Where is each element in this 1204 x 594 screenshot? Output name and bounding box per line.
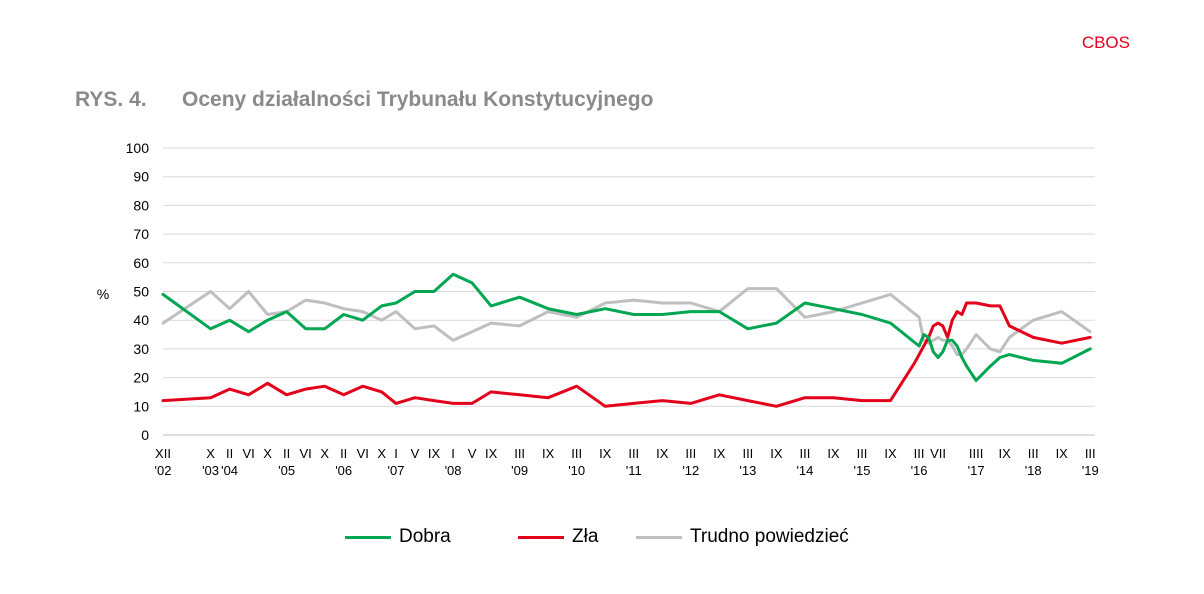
figure-number: RYS. 4. bbox=[75, 88, 147, 111]
legend-item-dobra: Dobra bbox=[345, 526, 451, 548]
x-tick-label: IX bbox=[884, 446, 897, 461]
y-tick-label: 50 bbox=[133, 284, 149, 300]
legend-swatch-dobra bbox=[345, 535, 391, 539]
x-tick-year-label: '12 bbox=[682, 463, 699, 478]
x-tick-year-label: '11 bbox=[626, 463, 642, 478]
figure-title: Oceny działalności Trybunału Konstytucyj… bbox=[182, 88, 654, 111]
x-tick-label: IX bbox=[770, 446, 783, 461]
y-tick-label: 100 bbox=[126, 140, 150, 156]
y-tick-label: 80 bbox=[133, 197, 149, 213]
x-tick-label: VI bbox=[300, 446, 312, 461]
series-lines bbox=[161, 272, 1092, 408]
x-tick-year-label: '04 bbox=[221, 463, 238, 478]
legend-label-trudno: Trudno powiedzieć bbox=[690, 526, 849, 547]
x-tick-label: III bbox=[628, 446, 639, 461]
x-tick-year-label: '07 bbox=[388, 463, 405, 478]
grid-lines bbox=[163, 147, 1095, 436]
x-tick-year-label: '05 bbox=[278, 463, 295, 478]
y-tick-label: 60 bbox=[133, 255, 149, 271]
x-tick-label: II bbox=[226, 446, 233, 461]
x-tick-label: II bbox=[340, 446, 347, 461]
x-tick-label: IX bbox=[827, 446, 840, 461]
legend-label-zla: Zła bbox=[572, 526, 599, 547]
x-tick-label: IIII bbox=[969, 446, 983, 461]
x-tick-label: III bbox=[571, 446, 582, 461]
y-axis-label: % bbox=[97, 286, 109, 302]
y-tick-label: 70 bbox=[133, 226, 149, 242]
x-tick-year-label: '09 bbox=[511, 463, 528, 478]
y-tick-label: 20 bbox=[133, 370, 149, 386]
x-tick-label: IX bbox=[1056, 446, 1069, 461]
x-tick-label: IX bbox=[599, 446, 612, 461]
x-tick-year-label: '16 bbox=[911, 463, 928, 478]
x-tick-label: III bbox=[685, 446, 696, 461]
chart-title: RYS. 4. Oceny działalności Trybunału Kons… bbox=[75, 88, 653, 112]
x-tick-year-label: '13 bbox=[739, 463, 756, 478]
y-tick-label: 40 bbox=[133, 312, 149, 328]
legend: Dobra Zła Trudno powiedzieć bbox=[0, 526, 1204, 552]
x-tick-label: IX bbox=[428, 446, 441, 461]
x-tick-year-label: '15 bbox=[854, 463, 871, 478]
x-tick-year-label: '19 bbox=[1082, 463, 1099, 478]
x-tick-label: X bbox=[263, 446, 272, 461]
x-tick-label: VI bbox=[357, 446, 369, 461]
x-tick-label: VI bbox=[242, 446, 254, 461]
series-line-dobra bbox=[161, 272, 1092, 382]
x-tick-label: V bbox=[411, 446, 420, 461]
x-tick-year-label: '18 bbox=[1025, 463, 1042, 478]
legend-item-zla: Zła bbox=[518, 526, 598, 548]
y-tick-label: 0 bbox=[141, 427, 149, 443]
series-line-z-a bbox=[161, 301, 1092, 408]
y-tick-label: 10 bbox=[133, 398, 149, 414]
x-tick-label: II bbox=[283, 446, 290, 461]
legend-swatch-trudno bbox=[636, 535, 682, 539]
x-tick-year-label: '17 bbox=[968, 463, 985, 478]
x-tick-label: III bbox=[857, 446, 868, 461]
x-tick-label: X bbox=[320, 446, 329, 461]
x-tick-label: IX bbox=[542, 446, 555, 461]
x-tick-label: IX bbox=[999, 446, 1012, 461]
x-tick-label: XII bbox=[155, 446, 171, 461]
x-tick-label: I bbox=[394, 446, 398, 461]
y-tick-label: 30 bbox=[133, 341, 149, 357]
x-tick-year-label: '03 bbox=[202, 463, 219, 478]
x-tick-label: III bbox=[914, 446, 925, 461]
x-tick-year-label: '02 bbox=[155, 463, 172, 478]
x-tick-year-label: '14 bbox=[796, 463, 813, 478]
x-tick-label: I bbox=[451, 446, 455, 461]
x-tick-year-label: '08 bbox=[445, 463, 462, 478]
legend-item-trudno: Trudno powiedzieć bbox=[636, 526, 849, 548]
legend-swatch-zla bbox=[518, 535, 564, 539]
x-tick-label: V bbox=[468, 446, 477, 461]
x-tick-label: III bbox=[1085, 446, 1096, 461]
brand-label: CBOS bbox=[1081, 33, 1130, 52]
y-tick-label: 90 bbox=[133, 169, 149, 185]
x-tick-label: IX bbox=[713, 446, 726, 461]
x-tick-label: IX bbox=[656, 446, 669, 461]
x-tick-year-label: '10 bbox=[568, 463, 585, 478]
x-tick-label: III bbox=[742, 446, 753, 461]
x-tick-label: III bbox=[800, 446, 811, 461]
x-tick-year-label: '06 bbox=[335, 463, 352, 478]
x-tick-label: VII bbox=[930, 446, 946, 461]
x-tick-label: III bbox=[514, 446, 525, 461]
x-tick-label: III bbox=[1028, 446, 1039, 461]
x-tick-label: IX bbox=[485, 446, 498, 461]
y-tick-labels: 0 10 20 30 40 50 60 70 80 90 100 bbox=[126, 140, 150, 443]
legend-label-dobra: Dobra bbox=[399, 526, 451, 547]
x-tick-label: X bbox=[377, 446, 386, 461]
x-tick-label: X bbox=[206, 446, 215, 461]
